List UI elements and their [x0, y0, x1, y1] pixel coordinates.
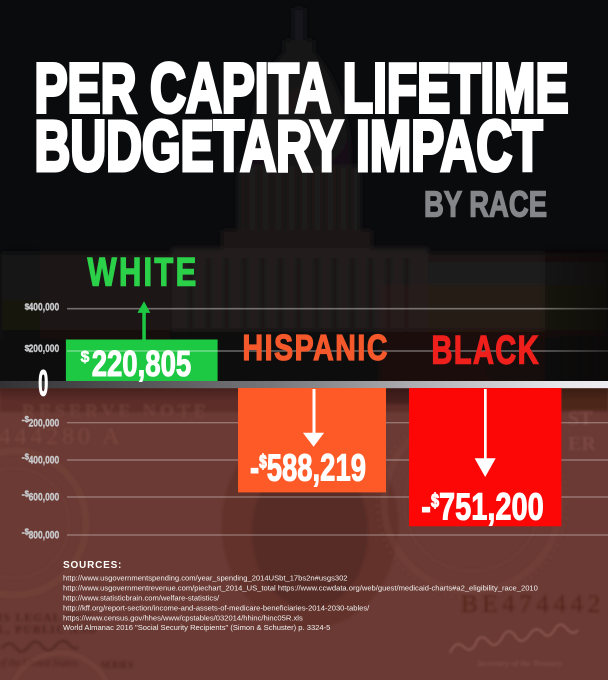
svg-text:BLACK: BLACK	[432, 329, 541, 373]
svg-text:ST: ST	[568, 408, 593, 430]
svg-text:220,805: 220,805	[92, 343, 191, 384]
svg-text:https://www.census.gov/hhes/ww: https://www.census.gov/hhes/www/cpstable…	[63, 613, 303, 622]
svg-text:http://www.usgovernmentrevenue: http://www.usgovernmentrevenue.com/piech…	[63, 583, 538, 592]
svg-text:SERIES: SERIES	[101, 660, 133, 670]
svg-text:$: $	[81, 349, 90, 366]
svg-text:HISPANIC: HISPANIC	[243, 327, 390, 368]
svg-text:$: $	[25, 490, 30, 499]
svg-text:L, PUBLIC AND: L, PUBLIC AND	[0, 624, 98, 636]
svg-text:200,000: 200,000	[29, 417, 60, 429]
svg-text:ER: ER	[568, 433, 596, 455]
svg-text:400,000: 400,000	[29, 302, 60, 314]
svg-text:-: -	[22, 527, 25, 537]
svg-text:800,000: 800,000	[29, 530, 60, 542]
svg-text:$: $	[25, 453, 30, 462]
svg-text:444280 A: 444280 A	[0, 423, 123, 450]
svg-text:-: -	[22, 489, 25, 499]
svg-text:BE474442: BE474442	[461, 591, 605, 618]
svg-text:-: -	[22, 452, 25, 462]
svg-text:-: -	[22, 415, 25, 425]
svg-text:$: $	[25, 301, 30, 311]
svg-text:of the United States.: of the United States.	[0, 658, 79, 669]
svg-text:Secretary of the Treasury: Secretary of the Treasury	[477, 658, 563, 668]
svg-text:BY RACE: BY RACE	[424, 184, 547, 225]
svg-text:http://www.statisticbrain.com/: http://www.statisticbrain.com/welfare-st…	[63, 593, 220, 602]
svg-text:PER CAPITA LIFETIME: PER CAPITA LIFETIME	[35, 49, 569, 127]
svg-text:BUDGETARY IMPACT: BUDGETARY IMPACT	[35, 108, 543, 187]
svg-text:600,000: 600,000	[29, 492, 60, 504]
svg-text:http://www.usgovernmentspendin: http://www.usgovernmentspending.com/year…	[63, 573, 348, 582]
svg-text:-$588,219: -$588,219	[250, 448, 366, 490]
svg-text:World Almanac 2016 "Social Sec: World Almanac 2016 "Social Security Reci…	[63, 623, 330, 632]
svg-text:SOURCES:: SOURCES:	[63, 560, 122, 571]
svg-text:WHITE: WHITE	[88, 251, 199, 295]
svg-text:RESERVE NOTE: RESERVE NOTE	[22, 401, 210, 421]
svg-text:http://kff.org/report-section/: http://kff.org/report-section/income-and…	[63, 603, 370, 612]
svg-text:400,000: 400,000	[29, 455, 60, 467]
svg-text:200,000: 200,000	[29, 343, 60, 355]
svg-text:$: $	[25, 415, 30, 424]
svg-text:IS LEGAL TEN: IS LEGAL TEN	[0, 612, 92, 624]
svg-text:$: $	[25, 343, 30, 353]
svg-text:-$751,200: -$751,200	[421, 487, 544, 529]
svg-text:$: $	[25, 528, 30, 537]
svg-text:0: 0	[38, 363, 48, 404]
